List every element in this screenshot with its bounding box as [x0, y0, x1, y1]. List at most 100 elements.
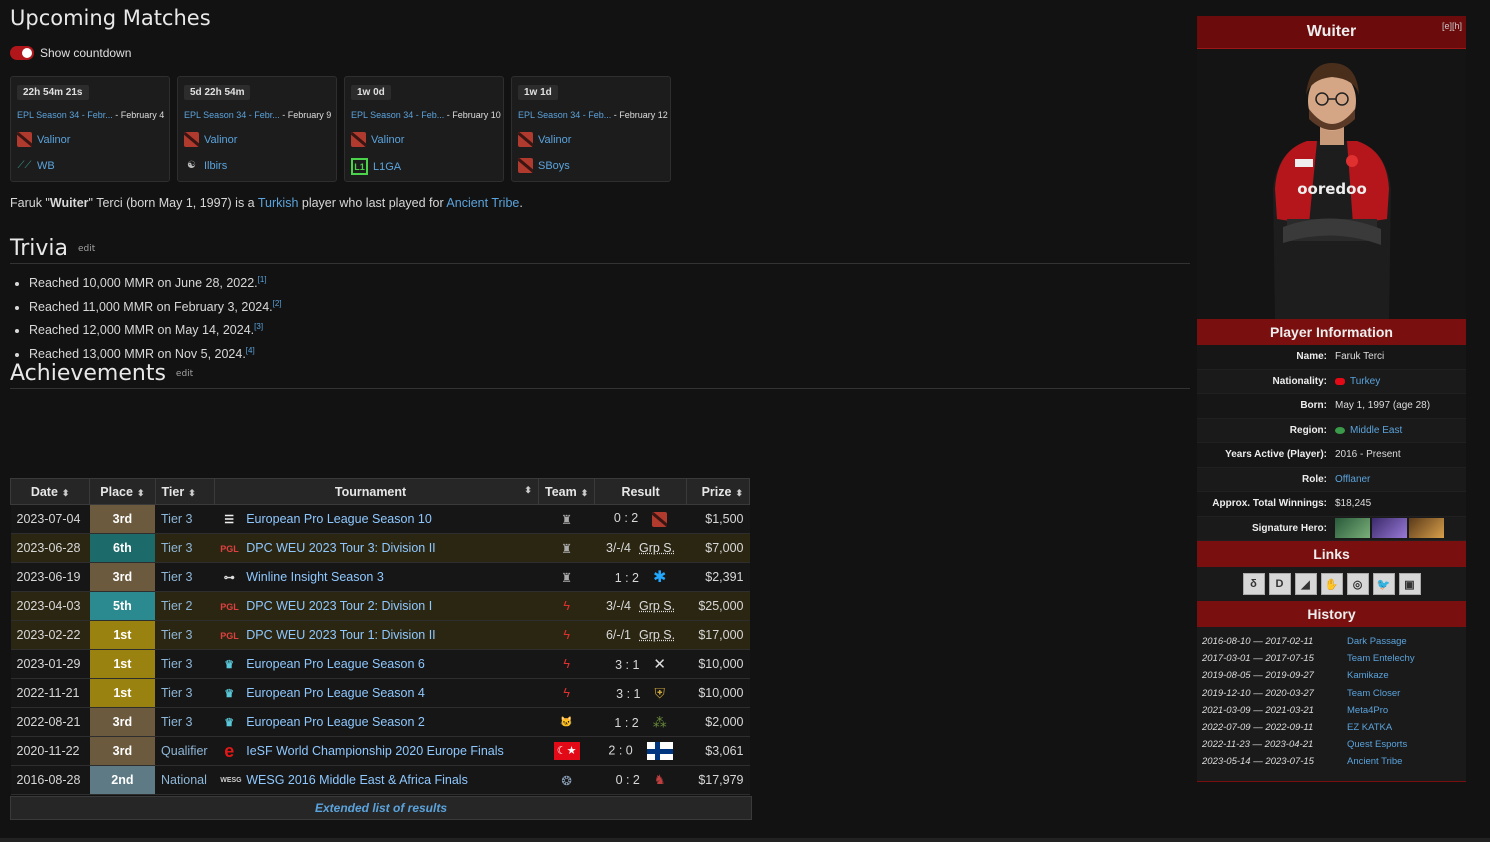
team-icon[interactable]: ♜ — [538, 562, 595, 592]
field-value[interactable]: Middle East — [1335, 425, 1466, 436]
sort-icon[interactable]: ⬍ — [580, 487, 589, 498]
team-name[interactable]: Valinor — [204, 133, 238, 146]
tier-link[interactable]: Tier 3 — [155, 649, 215, 679]
tournament-cell[interactable]: PGL DPC WEU 2023 Tour 1: Division II — [214, 620, 539, 650]
team-name[interactable]: WB — [37, 159, 55, 172]
tournament-cell[interactable]: ☰ European Pro League Season 10 — [214, 504, 539, 534]
shield-team-icon[interactable]: ⛨ — [654, 684, 665, 701]
match-team-1[interactable]: Valinor — [518, 132, 571, 147]
team-icon[interactable]: ϟ — [538, 649, 595, 679]
sort-icon[interactable]: ⬍ — [188, 487, 196, 498]
match-team-1[interactable]: Valinor — [17, 132, 70, 147]
extended-results-link[interactable]: Extended list of results — [10, 796, 752, 820]
instagram-icon[interactable]: ◎ — [1346, 573, 1369, 595]
col-team[interactable]: Team ⬍ — [537, 478, 596, 505]
match-team-2[interactable]: ⟋⟋ WB — [17, 158, 55, 173]
tournament-cell[interactable]: WESG WESG 2016 Middle East & Africa Final… — [214, 765, 539, 795]
tournament-cell[interactable]: ♛ European Pro League Season 4 — [214, 678, 539, 708]
team-name[interactable]: Valinor — [37, 133, 71, 146]
nationality-link[interactable]: Turkey — [1350, 375, 1381, 387]
history-team-link[interactable]: Dark Passage — [1347, 636, 1407, 648]
trivia-edit-link[interactable]: edit — [77, 244, 96, 254]
ref-link[interactable]: [3] — [254, 322, 264, 332]
opponent-dota-icon[interactable] — [652, 511, 668, 527]
history-team-link[interactable]: Team Entelechy — [1347, 653, 1415, 665]
tournament-cell[interactable]: ⊶ Winline Insight Season 3 — [214, 562, 539, 592]
knight-team-icon[interactable]: ♞ — [653, 772, 666, 787]
tournament-link[interactable]: DPC WEU 2023 Tour 2: Division I — [246, 599, 433, 613]
history-team-link[interactable]: Ancient Tribe — [1347, 756, 1403, 768]
group-stage-label[interactable]: Grp S. — [639, 541, 676, 555]
twitch-icon[interactable]: ▣ — [1398, 573, 1421, 595]
ref-link[interactable]: [4] — [245, 345, 255, 355]
ref-link[interactable]: [1] — [257, 275, 267, 284]
match-card[interactable]: 5d 22h 54m EPL Season 34 - Febr... - Feb… — [177, 76, 337, 182]
turkey-flag-icon[interactable]: ☾★ — [538, 736, 595, 766]
match-event[interactable]: EPL Season 34 - Febr... - February 4 — [17, 110, 164, 120]
team-name[interactable]: SBoys — [538, 159, 570, 172]
match-team-2[interactable]: L1 L1GA — [351, 158, 401, 175]
tier-link[interactable]: Tier 2 — [155, 591, 215, 621]
tournament-link[interactable]: European Pro League Season 6 — [246, 656, 425, 671]
tournament-link[interactable]: European Pro League Season 4 — [246, 685, 425, 700]
match-card[interactable]: 1w 0d EPL Season 34 - Feb... - February … — [344, 76, 504, 182]
col-tournament[interactable]: Tournament ⬍ — [213, 478, 539, 505]
team-name[interactable]: Valinor — [538, 133, 572, 146]
team-icon[interactable]: ϟ — [538, 678, 595, 708]
team-link[interactable]: Ancient Tribe — [446, 196, 520, 210]
tournament-link[interactable]: IeSF World Championship 2020 Europe Fina… — [246, 743, 504, 758]
history-team-link[interactable]: Meta4Pro — [1347, 704, 1389, 716]
team-name[interactable]: Ilbirs — [204, 159, 228, 172]
sort-icon[interactable]: ⬍ — [136, 487, 145, 498]
twitter-icon[interactable]: 🐦 — [1372, 573, 1395, 595]
match-event-name[interactable]: EPL Season 34 - Febr... — [17, 110, 113, 120]
match-event[interactable]: EPL Season 34 - Feb... - February 12 — [518, 110, 668, 120]
countdown-toggle-row[interactable]: Show countdown — [10, 46, 131, 60]
history-team-link[interactable]: Team Closer — [1347, 687, 1401, 699]
tournament-link[interactable]: WESG 2016 Middle East & Africa Finals — [246, 773, 468, 787]
tier-link[interactable]: Tier 3 — [155, 504, 215, 534]
history-team-link[interactable]: Quest Esports — [1347, 739, 1408, 751]
col-date[interactable]: Date ⬍ — [9, 478, 91, 505]
match-event-name[interactable]: EPL Season 34 - Feb... — [351, 110, 445, 120]
tournament-link[interactable]: Winline Insight Season 3 — [246, 569, 384, 584]
group-stage-label[interactable]: Grp S. — [639, 628, 676, 642]
tournament-cell[interactable]: e IeSF World Championship 2020 Europe Fin… — [214, 736, 539, 766]
tournament-link[interactable]: European Pro League Season 10 — [246, 511, 432, 526]
history-team-link[interactable]: EZ KATKA — [1347, 722, 1393, 734]
hero-portrait-2[interactable] — [1372, 518, 1407, 539]
match-team-2[interactable]: SBoys — [518, 158, 570, 173]
tournament-cell[interactable]: PGL DPC WEU 2023 Tour 2: Division I — [214, 591, 539, 621]
team-name[interactable]: L1GA — [373, 160, 402, 173]
finland-flag-icon[interactable] — [646, 742, 673, 760]
snowflake-team-icon[interactable]: ✱ — [653, 569, 667, 586]
col-tier[interactable]: Tier ⬍ — [154, 478, 215, 505]
achievements-edit-link[interactable]: edit — [175, 369, 194, 379]
tier-link[interactable]: Tier 3 — [155, 707, 215, 737]
tier-link[interactable]: Tier 3 — [155, 562, 215, 592]
dotabuff-icon[interactable]: δ — [1242, 573, 1265, 595]
field-value[interactable]: Turkey — [1335, 376, 1466, 387]
crossed-swords-team-icon[interactable]: ✕ — [653, 656, 666, 673]
col-place[interactable]: Place ⬍ — [89, 478, 156, 505]
nationality-link[interactable]: Turkish — [257, 196, 299, 210]
region-link[interactable]: Middle East — [1350, 424, 1403, 436]
hero-portrait-1[interactable] — [1335, 518, 1370, 539]
countdown-toggle[interactable] — [10, 46, 34, 60]
tournament-cell[interactable]: PGL DPC WEU 2023 Tour 3: Division II — [214, 533, 539, 563]
dots-team-icon[interactable]: ⁂ — [652, 713, 667, 730]
match-event-name[interactable]: EPL Season 34 - Feb... — [518, 110, 612, 120]
tier-link[interactable]: Tier 3 — [155, 533, 215, 563]
hero-portrait-3[interactable] — [1409, 518, 1444, 539]
tournament-link[interactable]: European Pro League Season 2 — [246, 714, 425, 729]
col-prize[interactable]: Prize ⬍ — [685, 478, 751, 505]
team-name[interactable]: Valinor — [371, 133, 405, 146]
history-team-link[interactable]: Kamikaze — [1347, 670, 1389, 682]
tier-link[interactable]: National — [155, 765, 215, 795]
datdota-icon[interactable]: D — [1268, 573, 1291, 595]
team-icon[interactable]: ♜ — [538, 504, 595, 534]
tier-link[interactable]: Tier 3 — [155, 620, 215, 650]
match-event-name[interactable]: EPL Season 34 - Febr... — [184, 110, 280, 120]
match-card[interactable]: 22h 54m 21s EPL Season 34 - Febr... - Fe… — [10, 76, 170, 182]
tournament-cell[interactable]: ♛ European Pro League Season 6 — [214, 649, 539, 679]
